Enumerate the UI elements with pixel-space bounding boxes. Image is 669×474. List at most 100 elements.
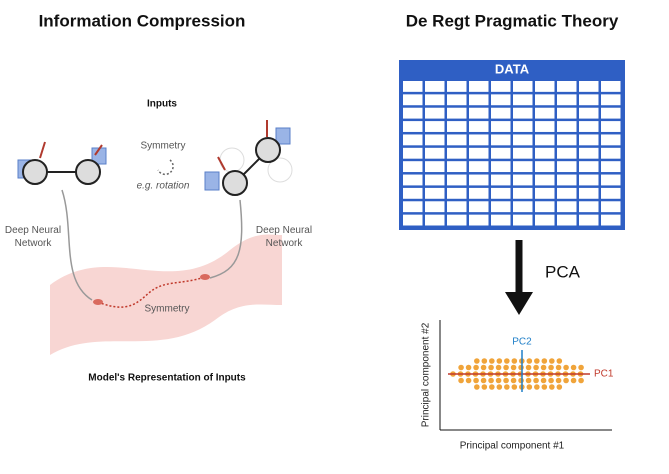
table-cell xyxy=(557,201,577,213)
table-cell xyxy=(513,214,533,226)
latent-symmetry-label: Symmetry xyxy=(145,304,190,315)
table-cell xyxy=(535,187,555,199)
table-cell xyxy=(491,201,511,213)
table-cell xyxy=(447,174,467,186)
table-cell xyxy=(601,107,621,119)
table-cell xyxy=(557,187,577,199)
network-label-line: Deep Neural xyxy=(256,225,312,236)
symmetry-label: Symmetry xyxy=(141,141,186,152)
scatter-dot xyxy=(465,377,472,384)
table-cell xyxy=(447,107,467,119)
scatter-dot xyxy=(496,358,503,364)
table-cell xyxy=(513,201,533,213)
table-cell xyxy=(403,201,423,213)
latent-point xyxy=(200,274,210,280)
table-cell xyxy=(469,147,489,159)
table-cell xyxy=(425,147,445,159)
table-cell xyxy=(601,187,621,199)
right-panel: De Regt Pragmatic Theory DATA PCA PC2 PC… xyxy=(399,11,625,452)
table-cell xyxy=(425,174,445,186)
table-cell xyxy=(469,174,489,186)
table-cell xyxy=(447,121,467,132)
symmetry-path xyxy=(97,276,206,308)
table-cell xyxy=(425,94,445,106)
table-cell xyxy=(535,201,555,213)
scatter-dot xyxy=(541,358,548,364)
scatter-dot xyxy=(549,358,555,364)
network-label-line: Network xyxy=(266,238,304,249)
scatter-dot xyxy=(480,364,487,371)
scatter-dot xyxy=(510,377,517,384)
table-cell xyxy=(469,161,489,173)
table-cell xyxy=(491,107,511,119)
scatter-dot xyxy=(473,364,479,371)
table-cell xyxy=(469,94,489,106)
table-cell xyxy=(447,187,467,199)
table-cell xyxy=(447,214,467,226)
table-cell xyxy=(469,121,489,132)
inputs-label: Inputs xyxy=(147,99,177,110)
panel-title: De Regt Pragmatic Theory xyxy=(406,11,619,30)
table-cell xyxy=(447,94,467,106)
table-cell xyxy=(403,94,423,106)
scatter-dot xyxy=(549,384,555,390)
scatter-dot xyxy=(563,364,569,371)
table-cell xyxy=(403,187,423,199)
table-cell xyxy=(513,174,533,186)
scatter-dot xyxy=(458,377,464,384)
table-cell xyxy=(513,107,533,119)
table-cell xyxy=(579,214,599,226)
scatter-dot xyxy=(489,384,495,390)
atom xyxy=(22,159,48,185)
scatter-dot xyxy=(534,384,540,390)
scatter-dot xyxy=(495,377,502,384)
table-cell xyxy=(535,107,555,119)
table-cell xyxy=(579,174,599,186)
table-cell xyxy=(425,107,445,119)
table-cell xyxy=(491,161,511,173)
scatter-dot xyxy=(495,364,502,371)
encoder-arrow xyxy=(209,199,243,279)
rotation-icon xyxy=(157,159,174,176)
scatter-dot xyxy=(555,364,562,371)
table-cell xyxy=(601,147,621,159)
table-cell xyxy=(579,94,599,106)
table-cell xyxy=(403,121,423,132)
table-cell xyxy=(425,81,445,92)
table-cell xyxy=(557,174,577,186)
scatter-dot xyxy=(504,384,510,390)
scatter-dot xyxy=(481,384,488,390)
panel-title: Information Compression xyxy=(39,11,246,30)
table-cell xyxy=(491,81,511,92)
table-cell xyxy=(425,121,445,132)
scatter-dot xyxy=(511,358,518,364)
table-cell xyxy=(557,94,577,106)
vector xyxy=(94,144,103,156)
table-cell xyxy=(513,187,533,199)
table-cell xyxy=(535,94,555,106)
latent-space xyxy=(50,234,282,355)
scatter-dot xyxy=(504,358,510,364)
table-cell xyxy=(557,134,577,146)
latent-point xyxy=(93,299,103,305)
table-cell xyxy=(425,201,445,213)
table-cell xyxy=(579,134,599,146)
vector xyxy=(39,141,46,159)
scatter-dot xyxy=(578,364,584,371)
scatter-dot xyxy=(578,377,584,384)
table-cell xyxy=(513,121,533,132)
table-cell xyxy=(601,134,621,146)
table-cell xyxy=(403,134,423,146)
table-cell xyxy=(447,147,467,159)
scatter-dot xyxy=(556,384,563,390)
table-cell xyxy=(425,214,445,226)
scatter-dot xyxy=(563,377,569,384)
table-cell xyxy=(557,81,577,92)
scatter-dot xyxy=(488,364,494,371)
table-cell xyxy=(601,201,621,213)
table-cell xyxy=(403,81,423,92)
scatter-dot xyxy=(526,384,533,390)
table-cell xyxy=(513,81,533,92)
table-cell xyxy=(491,214,511,226)
table-header: DATA xyxy=(495,61,530,76)
